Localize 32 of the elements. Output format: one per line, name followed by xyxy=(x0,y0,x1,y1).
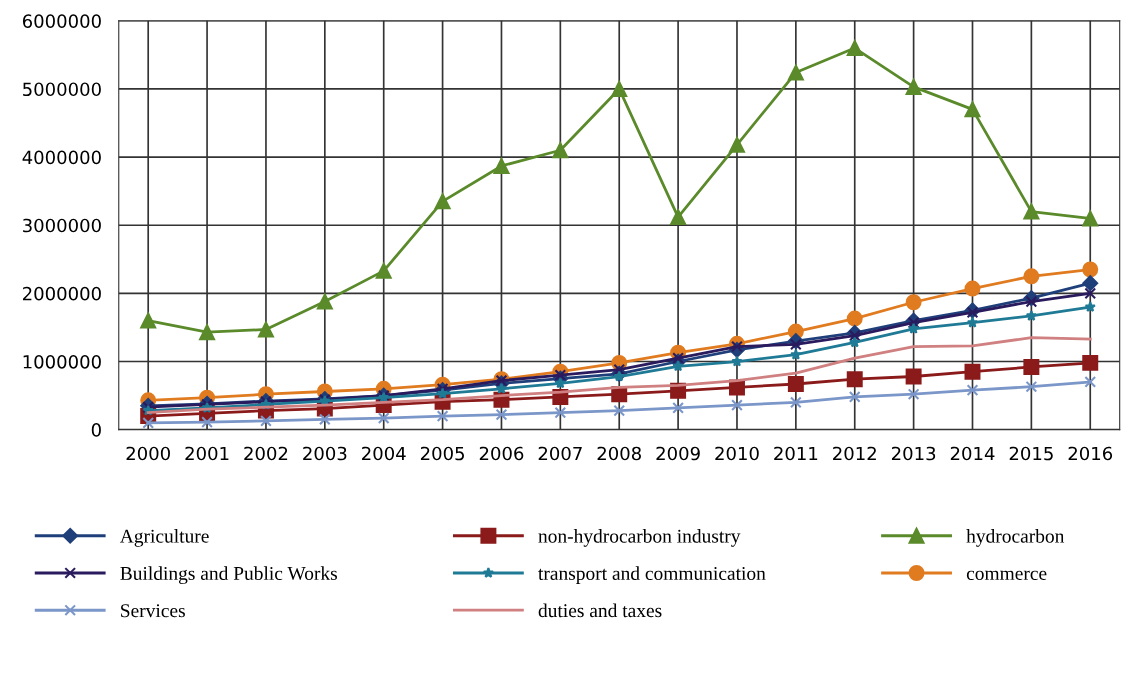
x-tick-label: 2009 xyxy=(656,446,700,461)
legend-label: transport and communication xyxy=(538,566,766,584)
legend-label: commerce xyxy=(966,570,1047,580)
x-tick-label: 2006 xyxy=(479,446,524,461)
x-tick-label: 2002 xyxy=(244,446,288,461)
x-tick-label: 2010 xyxy=(715,446,759,461)
legend-label: Agriculture xyxy=(119,529,209,547)
x-tick-label: 2007 xyxy=(538,446,582,461)
y-tick-label: 6000000 xyxy=(22,14,101,28)
legend-label: Services xyxy=(121,604,185,618)
legend-label: duties and taxes xyxy=(538,603,662,618)
x-tick-label: 2015 xyxy=(1009,446,1053,461)
x-tick-label: 2000 xyxy=(126,446,170,461)
legend-label: hydrocarbon xyxy=(966,529,1065,547)
x-tick-label: 2005 xyxy=(420,446,464,461)
x-tick-label: 2008 xyxy=(597,446,641,461)
x-tick-label: 2011 xyxy=(774,446,818,461)
x-tick-label: 2012 xyxy=(833,446,876,461)
x-tick-label: 2001 xyxy=(185,446,229,461)
x-tick-label: 2004 xyxy=(362,446,406,461)
y-tick-label: 4000000 xyxy=(22,150,101,165)
x-tick-label: 2013 xyxy=(891,446,936,461)
y-tick-label: 2000000 xyxy=(23,286,101,301)
x-tick-label: 2003 xyxy=(303,446,347,461)
legend-label: non-hydrocarbon industry xyxy=(538,529,741,547)
x-tick-label: 2016 xyxy=(1068,446,1113,461)
y-tick-label: 3000000 xyxy=(23,218,101,233)
y-tick-label: 0 xyxy=(91,423,101,437)
legend-label: Buildings and Public Works xyxy=(120,566,337,584)
x-tick-label: 2014 xyxy=(950,446,995,461)
y-tick-label: 1000000 xyxy=(23,354,101,369)
y-tick-label: 5000000 xyxy=(23,82,101,97)
